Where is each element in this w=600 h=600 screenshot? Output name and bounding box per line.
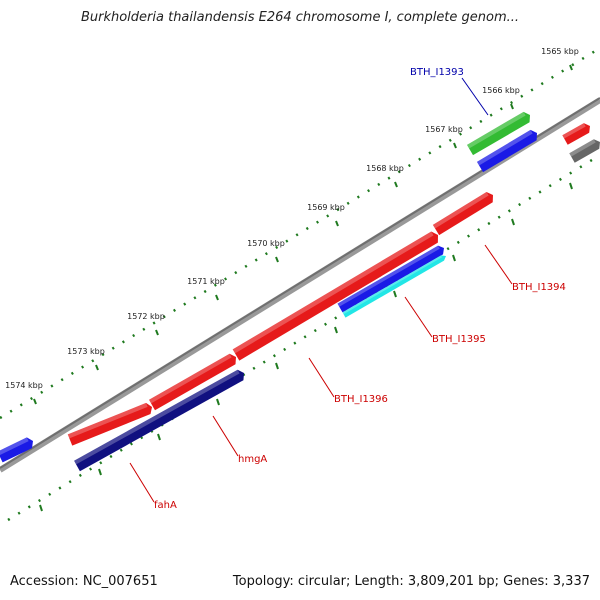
gene-leader-line (404, 296, 433, 338)
feature-fahA-red (67, 402, 153, 446)
tick-label: 1566 kbp (482, 86, 520, 95)
major-tick (39, 504, 43, 512)
major-ticks (33, 64, 573, 512)
major-tick (394, 181, 398, 188)
gene-leader-line (461, 77, 489, 116)
major-tick (33, 398, 37, 405)
major-tick (452, 254, 456, 262)
gene-leader-line (484, 244, 513, 285)
gene-labels: BTH_I1393 BTH_I1394 BTH_I1395 BTH_I1396 hmgA… (129, 67, 566, 511)
tick-label: 1573 kbp (67, 347, 105, 356)
major-tick (569, 64, 573, 71)
feature-red-long (232, 231, 438, 361)
feature-gray-right (569, 139, 600, 163)
genome-stats: Topology: circular; Length: 3,809,201 bp… (232, 574, 590, 589)
gene-label-bth-i1393[interactable]: BTH_I1393 (410, 67, 464, 78)
tick-label: 1568 kbp (366, 164, 404, 173)
tick-label: 1565 kbp (541, 47, 579, 56)
gene-leader-line (308, 357, 335, 398)
feature-bth-i1393 (466, 111, 530, 156)
major-tick (569, 182, 573, 190)
tick-label: 1570 kbp (247, 239, 285, 248)
outer-tick-ring (0, 46, 600, 420)
major-tick (511, 218, 515, 226)
gene-label-bth-i1395[interactable]: BTH_I1395 (432, 334, 486, 345)
major-tick (453, 142, 457, 149)
accession-label: Accession: NC_007651 (10, 574, 158, 589)
map-title: Burkholderia thailandensis E264 chromoso… (80, 10, 520, 25)
major-tick (275, 256, 279, 263)
feature-bth-i1394 (432, 191, 494, 236)
gene-label-bth-i1396[interactable]: BTH_I1396 (334, 394, 388, 405)
major-tick (334, 326, 338, 334)
gene-features (0, 111, 600, 472)
major-tick (510, 103, 514, 110)
gene-leader-line (212, 415, 239, 457)
major-tick (155, 329, 159, 336)
major-tick (98, 468, 102, 476)
tick-label: 1572 kbp (127, 312, 165, 321)
major-tick (335, 220, 339, 227)
gene-leader-line (129, 462, 155, 503)
major-tick (393, 290, 397, 298)
tick-label: 1569 kbp (307, 203, 345, 212)
feature-hmgA-red (149, 353, 237, 411)
tick-label: 1567 kbp (425, 125, 463, 134)
major-tick (157, 433, 161, 441)
major-tick (275, 362, 279, 370)
tick-labels: 1565 kbp 1566 kbp 1567 kbp 1568 kbp 1569 kbp… (5, 47, 579, 390)
gene-label-bth-i1394[interactable]: BTH_I1394 (512, 282, 566, 293)
feature-hmgA-navy (74, 369, 244, 472)
feature-bth-i1395 (337, 245, 445, 313)
tick-label: 1571 kbp (187, 277, 225, 286)
major-tick (215, 294, 219, 301)
feature-red-right (562, 123, 591, 145)
gene-label-hmga[interactable]: hmgA (238, 454, 267, 465)
tick-label: 1574 kbp (5, 381, 43, 390)
inner-tick-ring (7, 153, 600, 522)
feature-bth-i1395-cyan (342, 255, 447, 318)
gene-label-faha[interactable]: fahA (154, 500, 177, 511)
feature-blue-1566 (476, 129, 538, 173)
major-tick (95, 364, 99, 371)
major-tick (216, 398, 220, 406)
feature-blue-left (0, 437, 33, 463)
